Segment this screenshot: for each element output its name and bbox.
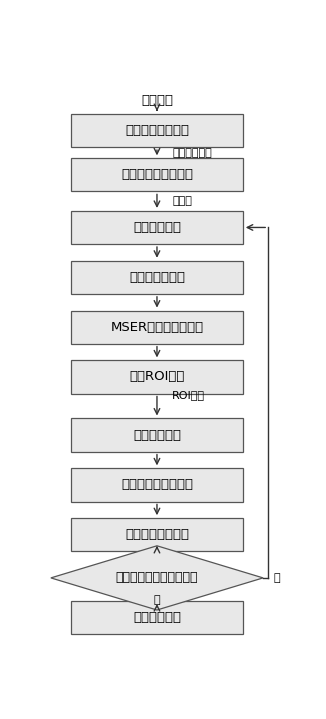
- Text: 否: 否: [274, 573, 280, 583]
- Text: 是否处理完所有视野图？: 是否处理完所有视野图？: [116, 572, 198, 585]
- Text: 视野图双边滤波: 视野图双边滤波: [129, 271, 185, 284]
- FancyBboxPatch shape: [71, 261, 243, 294]
- FancyBboxPatch shape: [71, 311, 243, 344]
- FancyBboxPatch shape: [71, 114, 243, 147]
- Text: 新型巴氏染色方法: 新型巴氏染色方法: [125, 124, 189, 137]
- FancyBboxPatch shape: [71, 158, 243, 191]
- FancyBboxPatch shape: [71, 601, 243, 634]
- Text: 输出诊断结果: 输出诊断结果: [133, 611, 181, 624]
- Text: 显微镜自动扫描切片: 显微镜自动扫描切片: [121, 168, 193, 181]
- FancyBboxPatch shape: [71, 468, 243, 502]
- Polygon shape: [51, 546, 263, 610]
- Text: 截取ROI图片: 截取ROI图片: [129, 370, 185, 383]
- Text: 宫颈玻片: 宫颈玻片: [141, 93, 173, 106]
- Text: 视野图灰度化: 视野图灰度化: [133, 221, 181, 234]
- Text: 是: 是: [154, 595, 160, 605]
- FancyBboxPatch shape: [71, 360, 243, 393]
- Text: 均值方差归一化处理: 均值方差归一化处理: [121, 478, 193, 491]
- FancyBboxPatch shape: [71, 518, 243, 551]
- Text: 染色后的玻片: 染色后的玻片: [172, 147, 212, 157]
- FancyBboxPatch shape: [71, 211, 243, 244]
- FancyBboxPatch shape: [71, 418, 243, 452]
- Text: MSER算法细胞核定位: MSER算法细胞核定位: [111, 321, 203, 334]
- Text: 视野图: 视野图: [172, 196, 192, 206]
- Text: 宫颈细胞分类模型: 宫颈细胞分类模型: [125, 528, 189, 541]
- Text: ROI图片: ROI图片: [172, 390, 205, 400]
- Text: 双边滤波处理: 双边滤波处理: [133, 429, 181, 441]
